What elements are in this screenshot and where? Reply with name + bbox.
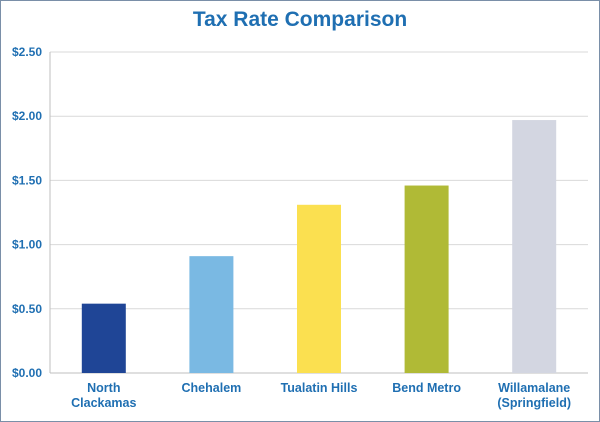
x-axis-labels: North Clackamas Chehalem Tualatin Hills Bend… [71, 381, 571, 410]
bar [189, 256, 234, 373]
x-tick-label: Willamalane (Springfield) [497, 381, 571, 410]
x-tick-label: Bend Metro [392, 381, 461, 395]
x-tick-label: Chehalem [182, 381, 242, 395]
x-tick-label: Tualatin Hills [281, 381, 358, 395]
bar [404, 185, 449, 373]
y-tick-label: $2.00 [12, 109, 42, 123]
y-tick-label: $1.50 [12, 173, 42, 187]
y-tick-label: $1.00 [12, 238, 42, 252]
y-axis-ticks: $0.00 $0.50 $1.00 $1.50 $2.00 $2.50 [12, 45, 42, 380]
y-tick-label: $0.00 [12, 366, 42, 380]
chart-title: Tax Rate Comparison [192, 8, 408, 31]
bars [81, 120, 557, 373]
bar [512, 120, 557, 373]
y-tick-label: $2.50 [12, 45, 42, 59]
bar [81, 303, 126, 373]
bar [297, 204, 341, 373]
y-tick-label: $0.50 [12, 302, 42, 316]
x-tick-label: North Clackamas [71, 381, 136, 410]
